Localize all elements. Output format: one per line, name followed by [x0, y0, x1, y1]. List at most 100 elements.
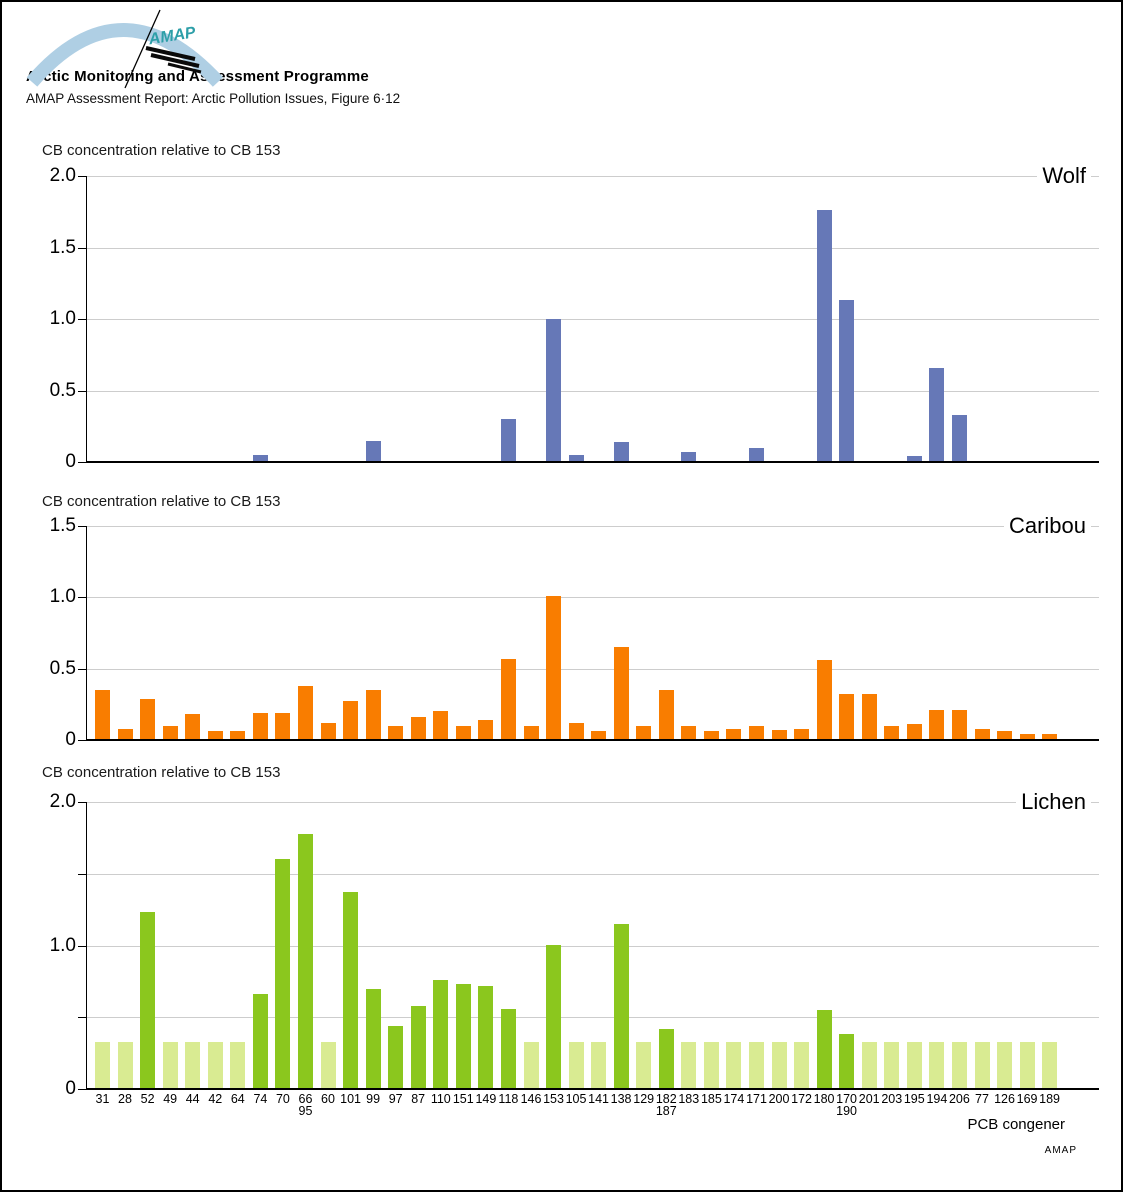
bar-49 [162, 726, 178, 740]
bar-203 [884, 726, 900, 740]
bar-87 [410, 1006, 426, 1089]
bar-141 [591, 731, 607, 740]
bar-151 [455, 726, 471, 740]
bar-66/95 [298, 834, 313, 1089]
y-tick-label: 1.0 [49, 935, 76, 956]
bar-180 [816, 660, 832, 740]
x-axis-line [86, 461, 1099, 463]
gridline [86, 874, 1099, 875]
chart-y-axis-title: CB concentration relative to CB 153 [42, 142, 281, 159]
report-title: AMAP Assessment Report: Arctic Pollution… [26, 91, 401, 106]
bar-171 [749, 726, 764, 740]
gridline [86, 669, 1099, 670]
bar-99 [365, 690, 381, 740]
y-tick-mark [78, 1017, 86, 1018]
bar-170/190 [839, 1034, 855, 1089]
gridline [86, 391, 1099, 392]
x-category-label: 169 [1016, 1092, 1038, 1106]
bar-194 [929, 710, 945, 740]
x-category-label: 182 187 [655, 1092, 677, 1118]
bar-52 [140, 699, 156, 740]
gridline [86, 319, 1099, 320]
x-category-label: 170 190 [836, 1092, 858, 1118]
bar-60 [320, 723, 336, 740]
nd-bar-146 [523, 1042, 539, 1089]
x-category-label: 201 [858, 1092, 880, 1106]
bar-138 [613, 442, 629, 462]
bar-185 [703, 731, 719, 740]
bar-138 [613, 647, 629, 740]
org-name: Arctic Monitoring and Assessment Program… [26, 68, 369, 85]
y-axis-line [86, 176, 87, 462]
amap-logo-icon: AMAP [26, 9, 224, 89]
x-category-label: 138 [610, 1092, 632, 1106]
x-category-label: 118 [498, 1092, 519, 1106]
bar-118 [500, 1009, 516, 1089]
bar-206 [951, 415, 967, 462]
x-category-label: 66 95 [298, 1092, 313, 1118]
nd-bar-49 [162, 1042, 178, 1089]
nd-bar-105 [568, 1042, 584, 1089]
gridline [86, 946, 1099, 947]
x-category-label: 183 [678, 1092, 700, 1106]
nd-bar-189 [1042, 1042, 1058, 1089]
nd-bar-28 [117, 1042, 133, 1089]
bar-97 [388, 726, 404, 740]
bar-183 [681, 726, 697, 740]
nd-bar-201 [861, 1042, 877, 1089]
x-category-label: 174 [723, 1092, 745, 1106]
x-category-label: 105 [565, 1092, 587, 1106]
y-tick-label: 1.5 [49, 515, 76, 536]
y-tick-label: 1.0 [49, 586, 76, 607]
bar-172 [794, 729, 810, 740]
nd-bar-200 [771, 1042, 787, 1089]
y-axis-line [86, 802, 87, 1089]
bar-189 [1042, 734, 1058, 740]
bar-105 [568, 455, 584, 462]
bar-42 [207, 731, 223, 740]
x-category-label: 146 [520, 1092, 542, 1106]
y-tick-label: 0.5 [49, 658, 76, 679]
x-category-label: 149 [475, 1092, 497, 1106]
bar-182/187 [658, 1029, 674, 1089]
nd-bar-141 [591, 1042, 607, 1089]
chart-title-lichen: Lichen [1016, 789, 1091, 815]
bar-149 [478, 720, 494, 740]
bar-74 [252, 455, 268, 462]
gridline [86, 802, 1099, 803]
x-category-label: 141 [588, 1092, 610, 1106]
x-category-label: 129 [633, 1092, 655, 1106]
bar-201 [861, 694, 877, 740]
x-category-label: 28 [118, 1092, 132, 1106]
x-category-label: 126 [994, 1092, 1015, 1106]
y-axis-line [86, 526, 87, 740]
amap-logo: AMAP [22, 8, 232, 90]
nd-bar-194 [929, 1042, 945, 1089]
gridline [86, 176, 1099, 177]
y-tick-label: 2.0 [49, 165, 76, 186]
x-category-label: 206 [948, 1092, 970, 1106]
bar-99 [365, 441, 381, 462]
bar-74 [252, 994, 268, 1089]
x-category-label: 99 [366, 1092, 381, 1106]
bar-97 [388, 1026, 404, 1089]
bar-99 [365, 989, 381, 1089]
bar-70 [275, 859, 291, 1089]
bar-200 [771, 730, 787, 740]
bar-44 [185, 714, 201, 740]
y-tick-mark [78, 319, 86, 320]
y-tick-mark [78, 802, 86, 803]
x-category-label: 171 [746, 1092, 767, 1106]
bar-153 [546, 319, 561, 462]
x-category-label: 31 [95, 1092, 110, 1106]
logo-wordmark: AMAP [147, 24, 198, 48]
bar-77 [974, 729, 990, 740]
y-tick-mark [78, 597, 86, 598]
bar-31 [95, 690, 110, 740]
gridline [86, 1017, 1099, 1018]
y-tick-mark [78, 1089, 86, 1090]
x-category-label: 195 [903, 1092, 925, 1106]
bar-195 [906, 724, 922, 740]
bar-206 [951, 710, 967, 740]
